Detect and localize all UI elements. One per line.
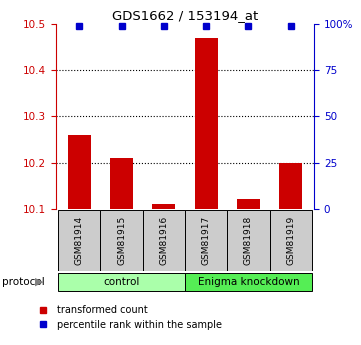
Bar xyxy=(58,273,185,290)
Text: GSM81918: GSM81918 xyxy=(244,216,253,265)
Text: GSM81919: GSM81919 xyxy=(286,216,295,265)
Legend: transformed count, percentile rank within the sample: transformed count, percentile rank withi… xyxy=(34,305,222,330)
Text: ▶: ▶ xyxy=(35,277,43,286)
Bar xyxy=(185,210,227,271)
Bar xyxy=(68,135,91,209)
Bar xyxy=(152,204,175,209)
Text: protocol: protocol xyxy=(2,277,44,286)
Bar xyxy=(270,210,312,271)
Text: GSM81914: GSM81914 xyxy=(75,216,84,265)
Title: GDS1662 / 153194_at: GDS1662 / 153194_at xyxy=(112,9,258,22)
Bar xyxy=(195,38,218,209)
Text: control: control xyxy=(103,277,140,286)
Bar xyxy=(58,210,100,271)
Text: GSM81917: GSM81917 xyxy=(202,216,211,265)
Text: GSM81916: GSM81916 xyxy=(159,216,168,265)
Text: GSM81915: GSM81915 xyxy=(117,216,126,265)
Bar xyxy=(110,158,133,209)
Bar xyxy=(227,210,270,271)
Bar xyxy=(100,210,143,271)
Bar xyxy=(279,162,303,209)
Bar xyxy=(237,199,260,209)
Bar xyxy=(185,273,312,290)
Text: Enigma knockdown: Enigma knockdown xyxy=(198,277,299,286)
Bar xyxy=(143,210,185,271)
